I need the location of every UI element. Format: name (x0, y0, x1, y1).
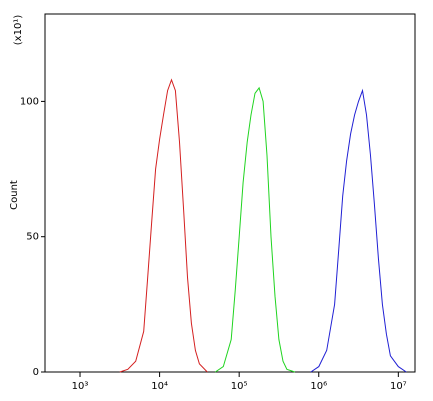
y-tick-label: 100 (20, 96, 39, 107)
y-tick-label: 50 (26, 232, 39, 243)
histogram-line (119, 78, 208, 373)
x-tick-label: 10⁷ (390, 381, 407, 392)
x-tick-label: 10⁶ (310, 381, 327, 392)
histogram-line (310, 88, 407, 373)
x-tick-label: 10³ (72, 381, 89, 392)
x-tick-label: 10⁵ (231, 381, 248, 392)
y-axis-label: Count (9, 180, 20, 210)
x-tick-label: 10⁴ (151, 381, 168, 392)
y-tick-label: 0 (33, 367, 39, 378)
y-multiplier: (x10¹) (13, 15, 24, 46)
histogram-line (215, 86, 296, 373)
plot-frame (44, 13, 416, 373)
